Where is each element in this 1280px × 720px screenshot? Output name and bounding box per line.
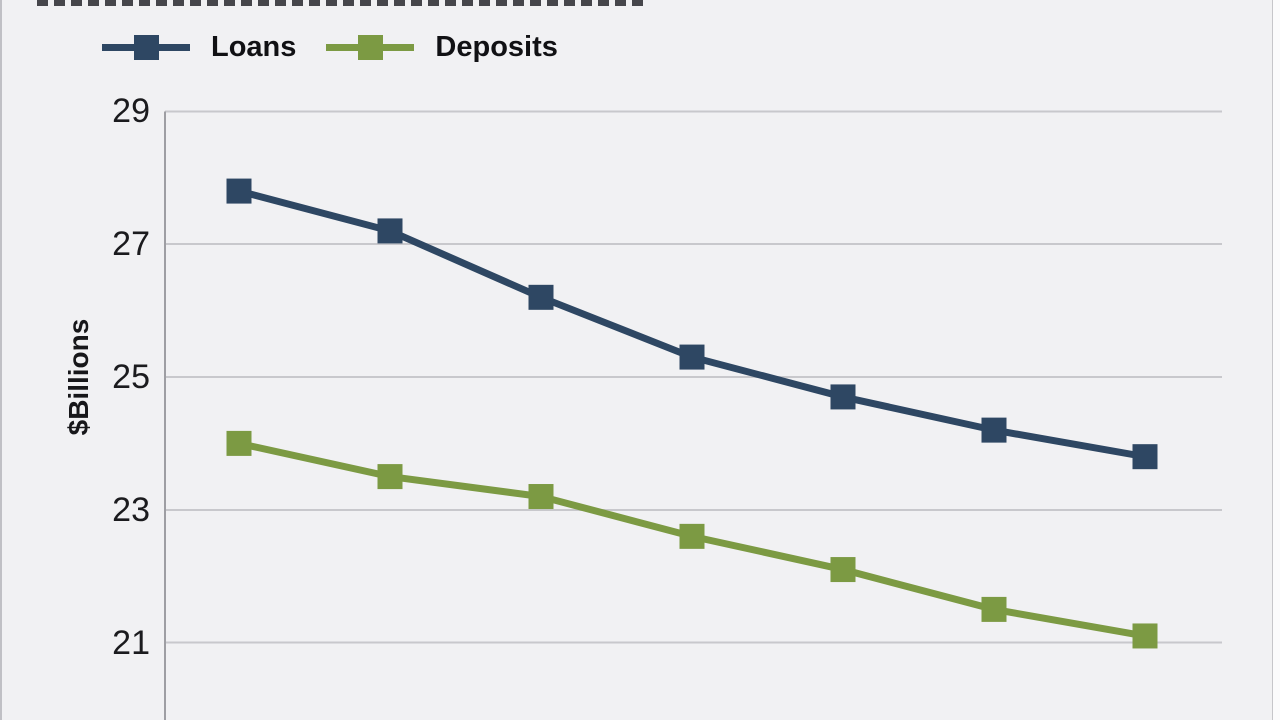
legend-label-loans: Loans — [211, 31, 297, 63]
deposits-square-marker-icon — [357, 34, 383, 60]
data-point-loans-1 — [226, 178, 252, 204]
loans-square-marker-icon — [133, 34, 159, 60]
cropped-title-remnant — [37, 0, 649, 6]
y-tick-label-27: 27 — [112, 225, 150, 264]
data-point-deposits-3 — [528, 484, 554, 510]
legend-item-loans: Loans — [102, 28, 296, 66]
deposits-marker-icon — [326, 32, 415, 62]
legend-label-deposits: Deposits — [435, 31, 558, 63]
data-point-deposits-2 — [377, 464, 403, 490]
series-line-loans — [238, 187, 1146, 461]
loans-marker-icon — [102, 32, 190, 62]
data-point-loans-2 — [377, 218, 403, 244]
data-point-deposits-7 — [1132, 623, 1158, 649]
y-tick-label-29: 29 — [112, 92, 150, 131]
data-point-deposits-1 — [226, 430, 252, 456]
data-point-deposits-6 — [981, 596, 1007, 622]
data-point-deposits-5 — [830, 557, 856, 583]
data-point-loans-7 — [1132, 444, 1158, 470]
y-tick-label-25: 25 — [112, 358, 150, 396]
legend-item-deposits: Deposits — [326, 28, 558, 66]
data-point-loans-3 — [528, 284, 554, 310]
data-point-loans-6 — [981, 417, 1007, 443]
data-point-loans-5 — [830, 384, 856, 410]
chart-legend: Loans Deposits — [102, 28, 558, 66]
data-point-deposits-4 — [679, 523, 705, 549]
data-point-loans-4 — [679, 344, 705, 370]
y-tick-label-23: 23 — [112, 490, 150, 529]
y-tick-label-21: 21 — [112, 623, 150, 662]
